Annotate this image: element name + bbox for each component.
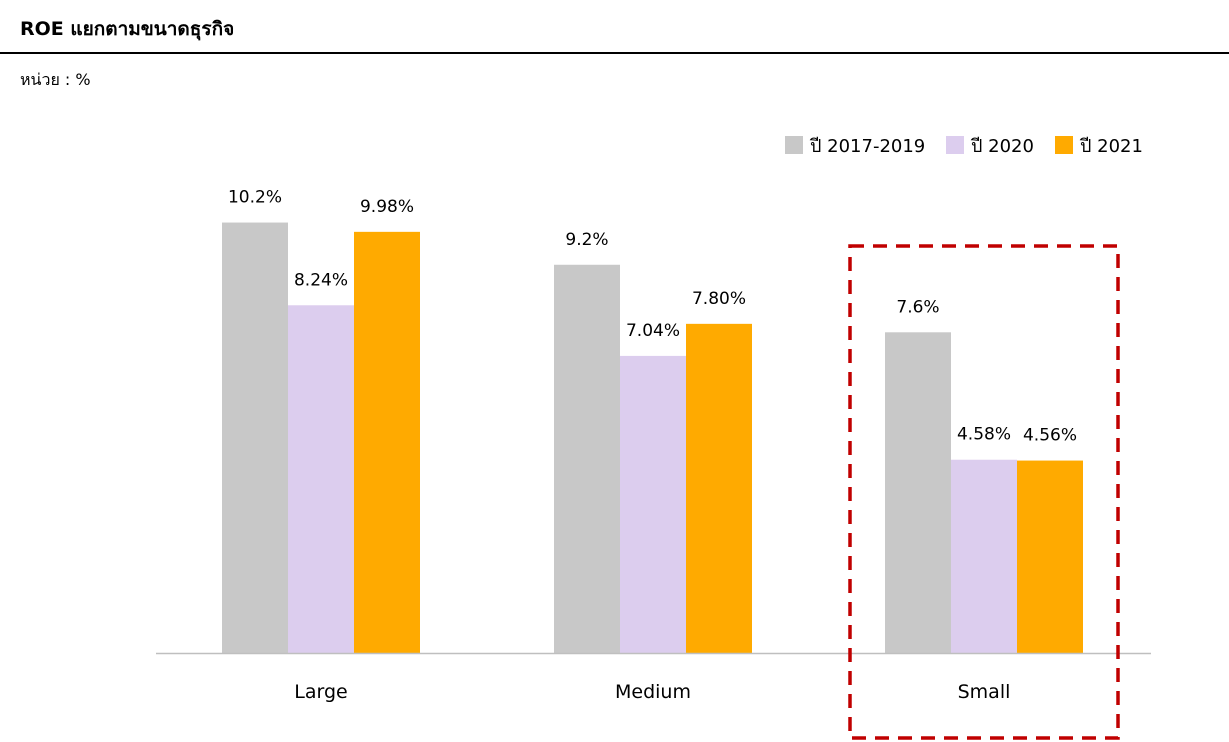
data-label-medium-series-1: 9.2% xyxy=(565,230,608,250)
legend-label-3: ปี 2021 xyxy=(1080,136,1143,157)
unit-label: หน่วย : % xyxy=(20,70,91,89)
data-label-small-series-2: 4.58% xyxy=(957,425,1011,445)
data-label-small-series-3: 4.56% xyxy=(1023,426,1077,446)
legend-swatch-1 xyxy=(785,136,803,154)
category-label-medium: Medium xyxy=(615,681,691,703)
bar-medium-series-1 xyxy=(554,264,620,653)
legend-swatch-3 xyxy=(1055,136,1073,154)
legend-label-2: ปี 2020 xyxy=(971,136,1034,157)
data-label-medium-series-2: 7.04% xyxy=(626,321,680,341)
bar-large-series-2 xyxy=(288,305,354,653)
bar-medium-series-3 xyxy=(686,323,752,653)
chart-bars xyxy=(222,222,1083,653)
bar-medium-series-2 xyxy=(620,355,686,653)
bar-large-series-1 xyxy=(222,222,288,653)
chart-legend: ปี 2017-2019 ปี 2020 ปี 2021 xyxy=(785,136,1143,157)
bar-large-series-3 xyxy=(354,231,420,653)
bar-small-series-3 xyxy=(1017,460,1083,653)
bar-small-series-1 xyxy=(885,332,951,653)
category-label-large: Large xyxy=(294,681,347,703)
data-label-medium-series-3: 7.80% xyxy=(692,289,746,309)
category-label-small: Small xyxy=(958,681,1011,703)
data-label-small-series-1: 7.6% xyxy=(896,297,939,317)
legend-label-1: ปี 2017-2019 xyxy=(810,136,926,157)
legend-swatch-2 xyxy=(946,136,964,154)
bar-small-series-2 xyxy=(951,459,1017,653)
data-label-large-series-3: 9.98% xyxy=(360,197,414,217)
x-axis-category-labels: Large Medium Small xyxy=(294,681,1010,703)
chart-value-labels: 10.2% 8.24% 9.98% 9.2% 7.04% 7.80% 7.6% 4.58% 4.… xyxy=(228,188,1077,446)
data-label-large-series-2: 8.24% xyxy=(294,270,348,290)
highlight-box xyxy=(848,244,1120,740)
page-title: ROE แยกตามขนาดธุรกิจ xyxy=(20,18,235,40)
title-divider xyxy=(0,52,1229,54)
data-label-large-series-1: 10.2% xyxy=(228,188,282,208)
